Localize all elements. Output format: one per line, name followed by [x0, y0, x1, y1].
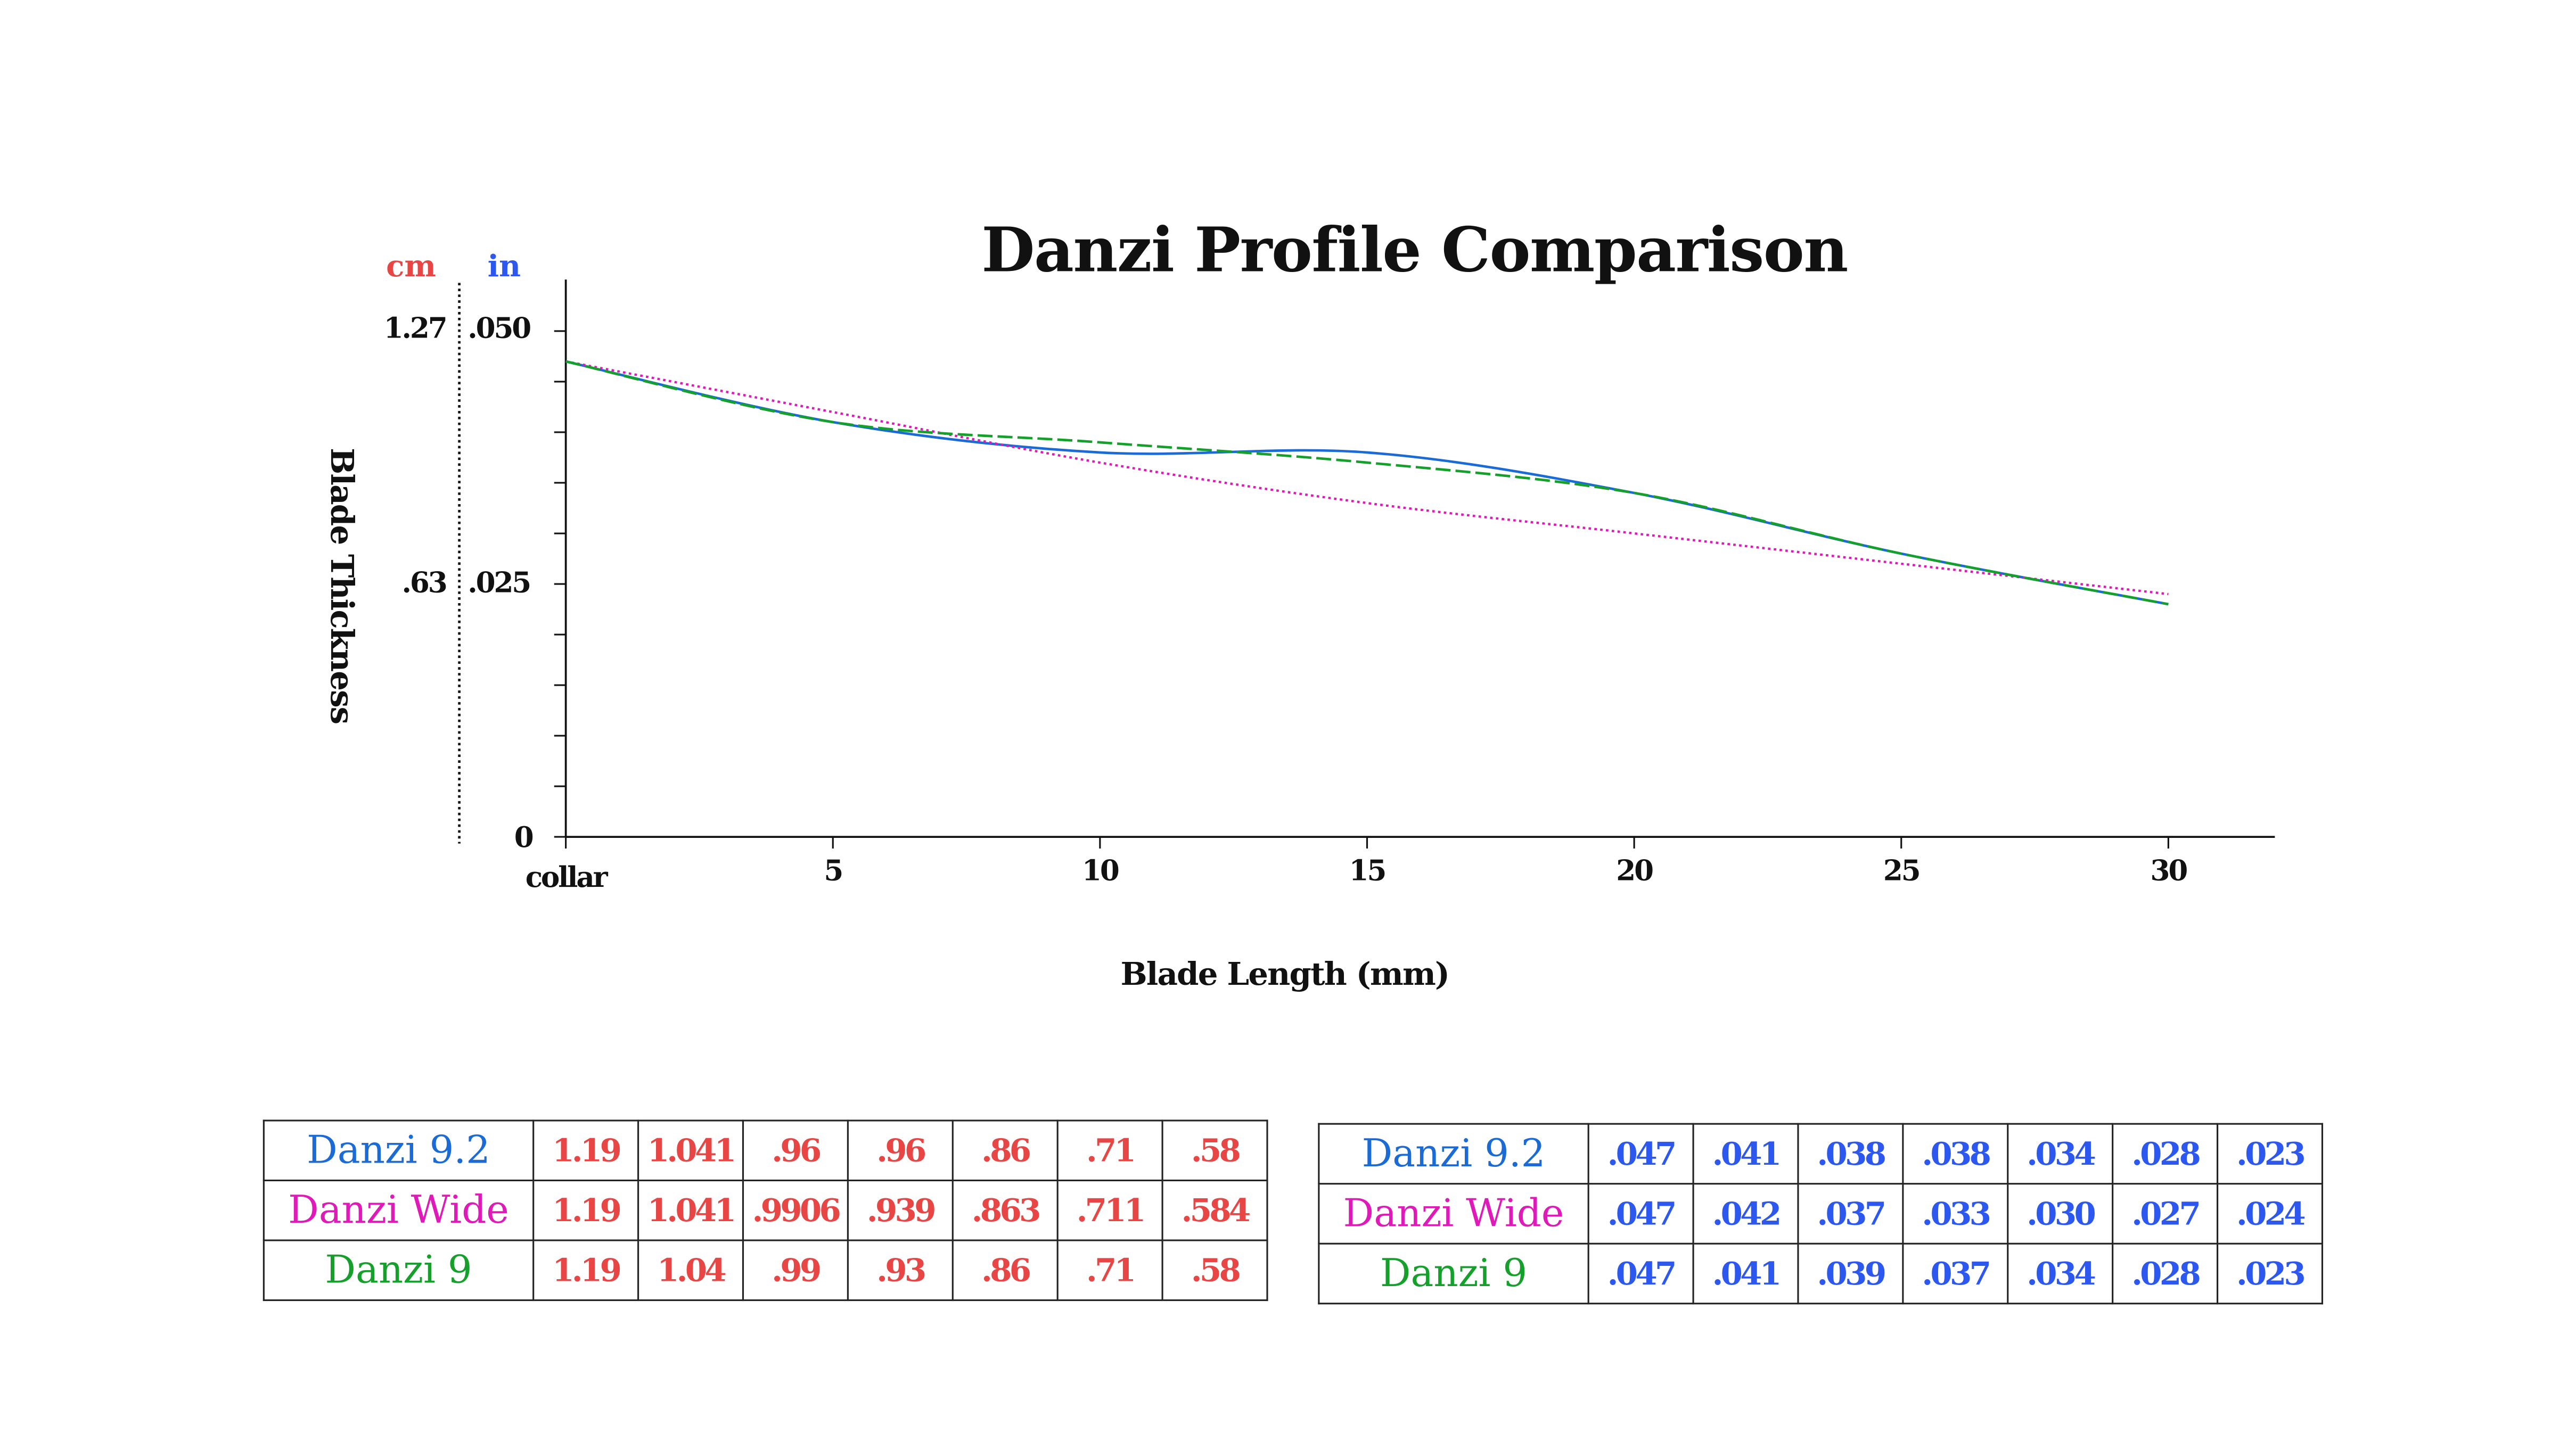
table-cell: .93 [847, 1239, 954, 1302]
table-cell: .86 [951, 1239, 1059, 1302]
table-cell: .047 [1587, 1183, 1694, 1245]
x-tick-label: 5 [824, 855, 843, 888]
row-name: Danzi 9 [1318, 1242, 1589, 1305]
table-cell: .96 [742, 1119, 849, 1182]
x-tick-label: 10 [1081, 855, 1120, 888]
table-row: Danzi 9.047.041.039.037.034.028.023 [1318, 1242, 2324, 1305]
y-tick-cm: 1.27 [383, 312, 448, 347]
row-name: Danzi Wide [262, 1179, 535, 1241]
table-cell: .863 [951, 1179, 1059, 1241]
table-cell: .030 [2007, 1183, 2114, 1245]
row-name: Danzi 9 [262, 1239, 535, 1302]
table-cell: .047 [1587, 1242, 1694, 1305]
table-cell: .037 [1797, 1183, 1904, 1245]
series-line-danzi-9 [565, 360, 2169, 606]
series-line-danzi-9-2 [565, 360, 2169, 606]
table-cell: 1.19 [532, 1119, 639, 1182]
table-row: Danzi 9 1.19 1.04.99.93.86.71.58 [262, 1239, 1268, 1302]
y-tick-in: 0 [514, 821, 534, 855]
row-name: Danzi Wide [1318, 1183, 1589, 1245]
y-tick-in: .050 [467, 312, 531, 347]
row-name: Danzi 9.2 [1318, 1123, 1589, 1185]
table-cell: .023 [2217, 1123, 2324, 1185]
table-cell: .58 [1161, 1239, 1268, 1302]
table-cell: .58 [1161, 1119, 1268, 1182]
table-cell: 1.19 [532, 1239, 639, 1302]
table-cell: 1.04 [637, 1239, 744, 1302]
table-cell: .9906 [742, 1179, 849, 1241]
in-unit-label: in [487, 249, 521, 285]
x-tick-label: 25 [1883, 855, 1921, 888]
x-tick-label: 20 [1616, 855, 1654, 888]
table-cell: .028 [2112, 1242, 2219, 1305]
table-row: Danzi Wide .047.042.037.033.030.027.024 [1318, 1183, 2324, 1245]
table-cell: .024 [2217, 1183, 2324, 1245]
table-cell: 1.041 [637, 1119, 744, 1182]
table-cell: .047 [1587, 1123, 1694, 1185]
in-table: Danzi 9.2.047.041.038.038.034.028.023 Dan… [1318, 1123, 2324, 1305]
y-tick-in: .025 [467, 567, 531, 601]
table-row: Danzi 9.2 1.19 1.041.96.96.86.71.58 [262, 1119, 1268, 1182]
table-row: Danzi Wide 1.19 1.041.9906.939.863.711.584 [262, 1179, 1268, 1241]
table-cell: .027 [2112, 1183, 2219, 1245]
table-cell: .99 [742, 1239, 849, 1302]
cm-table: Danzi 9.2 1.19 1.041.96.96.86.71.58 Danzi W… [262, 1119, 1268, 1302]
x-tick-label: 30 [2150, 855, 2188, 888]
table-cell: .939 [847, 1179, 954, 1241]
table-cell: .038 [1797, 1123, 1904, 1185]
x-axis-label: Blade Length (mm) [1120, 957, 1450, 993]
table-cell: 1.041 [637, 1179, 744, 1241]
series-line-danzi-wide [565, 360, 2169, 596]
x-tick-label: collar [525, 861, 608, 895]
table-cell: .96 [847, 1119, 954, 1182]
table-cell: .034 [2007, 1123, 2114, 1185]
table-cell: .584 [1161, 1179, 1268, 1241]
row-name: Danzi 9.2 [262, 1119, 535, 1182]
y-tick-cm: .63 [401, 567, 448, 601]
table-cell: .034 [2007, 1242, 2114, 1305]
table-cell: .033 [1902, 1183, 2009, 1245]
table-cell: .042 [1692, 1183, 1799, 1245]
table-row: Danzi 9.2.047.041.038.038.034.028.023 [1318, 1123, 2324, 1185]
table-cell: .038 [1902, 1123, 2009, 1185]
table-cell: .023 [2217, 1242, 2324, 1305]
table-cell: .86 [951, 1119, 1059, 1182]
table-cell: .041 [1692, 1123, 1799, 1185]
chart-title: Danzi Profile Comparison [981, 213, 1848, 286]
table-cell: .037 [1902, 1242, 2009, 1305]
table-cell: .028 [2112, 1123, 2219, 1185]
cm-unit-label: cm [386, 249, 436, 285]
x-tick-label: 15 [1349, 855, 1387, 888]
table-cell: .71 [1056, 1119, 1163, 1182]
table-cell: .039 [1797, 1242, 1904, 1305]
table-cell: .711 [1056, 1179, 1163, 1241]
table-cell: .71 [1056, 1239, 1163, 1302]
table-cell: 1.19 [532, 1179, 639, 1241]
table-cell: .041 [1692, 1242, 1799, 1305]
